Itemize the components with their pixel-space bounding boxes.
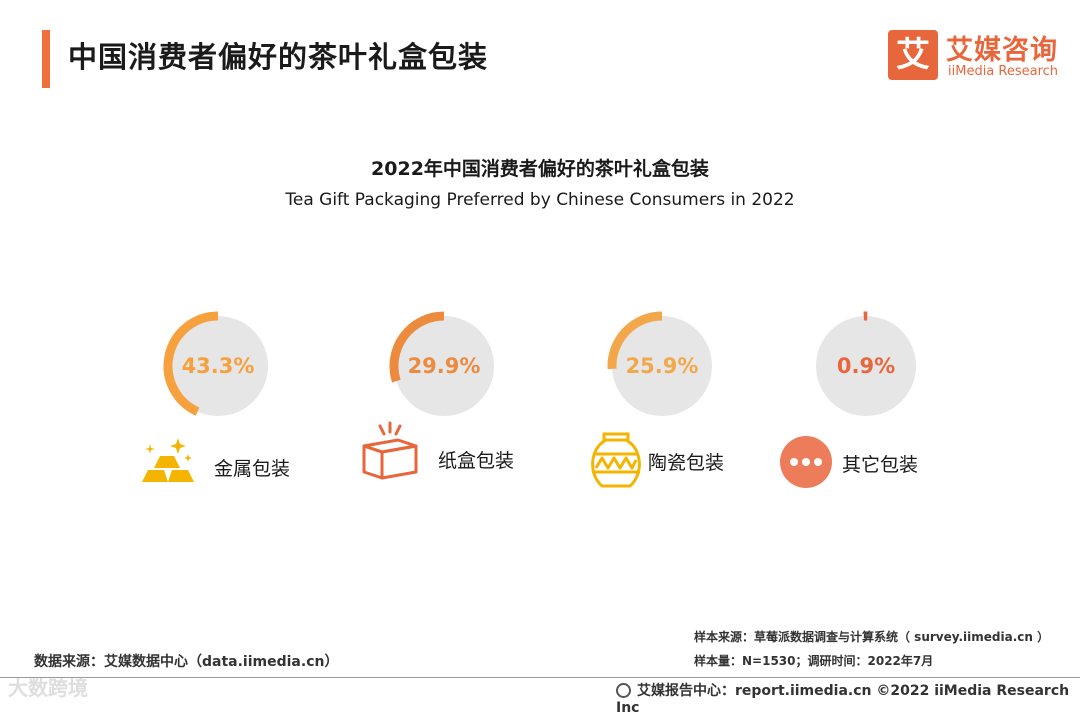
more-dots-icon xyxy=(778,432,842,496)
paper-box-icon xyxy=(358,420,422,484)
brand-logo: 艾 艾媒咨询 iiMedia Research xyxy=(888,28,1068,84)
footer-report-center: 艾媒报告中心：report.iimedia.cn ©2022 iiMedia R… xyxy=(616,680,1080,716)
sample-size: 样本量：N=1530；调研时间：2022年7月 xyxy=(694,652,933,669)
sample-source: 样本来源：草莓派数据调查与计算系统（ survey.iimedia.cn ） xyxy=(694,628,1049,645)
chart-title: 2022年中国消费者偏好的茶叶礼盒包装 xyxy=(0,154,1080,181)
donut-value-paper: 29.9% xyxy=(384,306,504,426)
donut-ceramic: 25.9% xyxy=(602,306,722,426)
donut-value-metal: 43.3% xyxy=(158,306,278,426)
category-label-other: 其它包装 xyxy=(842,450,918,477)
category-label-metal: 金属包装 xyxy=(214,454,290,481)
page-title: 中国消费者偏好的茶叶礼盒包装 xyxy=(68,34,488,76)
chart-subtitle: Tea Gift Packaging Preferred by Chinese … xyxy=(0,190,1080,210)
logo-cn-text: 艾媒咨询 xyxy=(946,28,1058,67)
gold-bars-icon xyxy=(134,430,198,494)
data-source: 数据来源：艾媒数据中心（data.iimedia.cn） xyxy=(34,651,338,671)
report-center-text: 艾媒报告中心：report.iimedia.cn ©2022 iiMedia R… xyxy=(616,683,1069,716)
footer-divider xyxy=(0,677,1080,678)
category-label-paper: 纸盒包装 xyxy=(438,446,514,473)
title-accent-bar xyxy=(42,30,50,88)
donut-value-ceramic: 25.9% xyxy=(602,306,722,426)
category-label-ceramic: 陶瓷包装 xyxy=(648,448,724,475)
logo-mark: 艾 xyxy=(888,30,938,80)
donut-paper: 29.9% xyxy=(384,306,504,426)
watermark: 大数跨境 xyxy=(8,672,88,701)
ceramic-jar-icon xyxy=(584,428,648,492)
globe-icon xyxy=(616,683,631,698)
logo-en-text: iiMedia Research xyxy=(948,64,1058,79)
donut-other: 0.9% xyxy=(806,306,926,426)
donut-metal: 43.3% xyxy=(158,306,278,426)
donut-value-other: 0.9% xyxy=(806,306,926,426)
